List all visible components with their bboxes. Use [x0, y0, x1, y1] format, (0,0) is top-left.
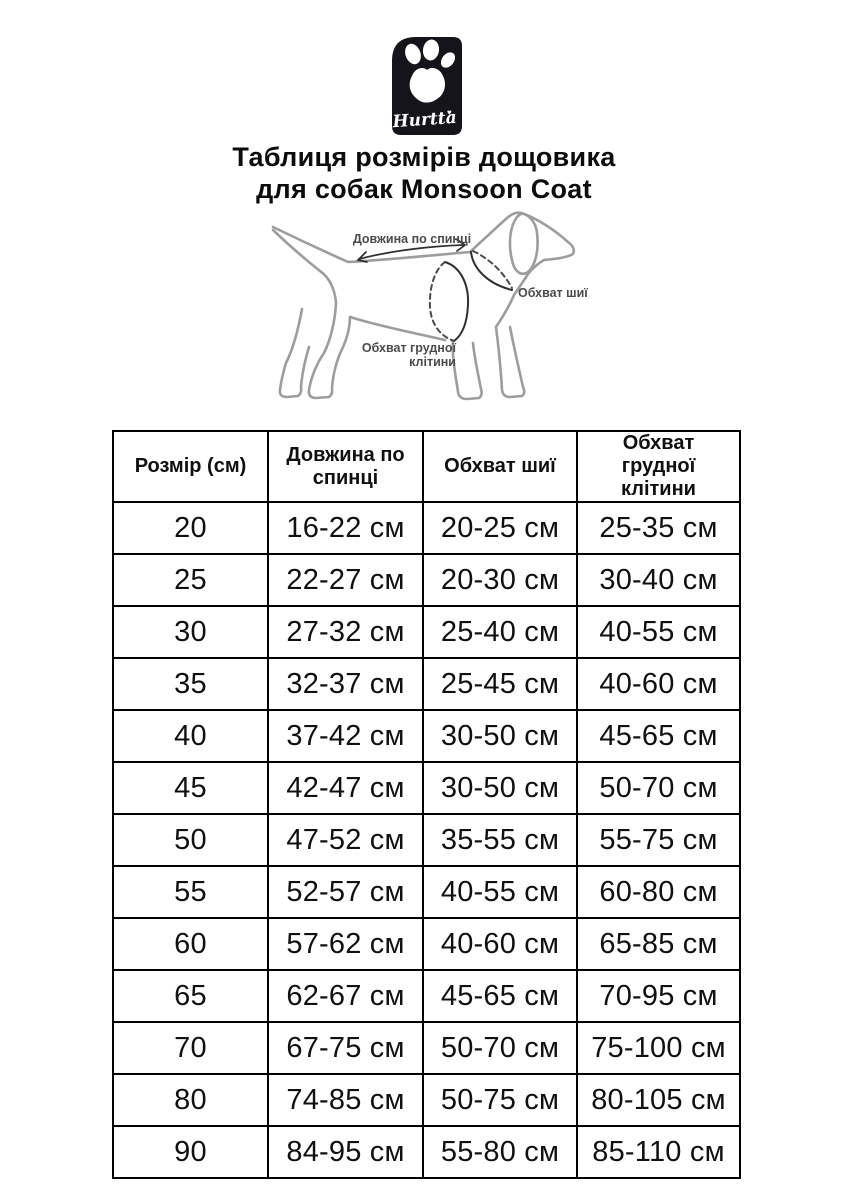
size-cell: 80 [112, 1073, 269, 1127]
size-cell: 90 [112, 1125, 269, 1179]
chest-girth-cell: 70-95 см [576, 969, 741, 1023]
logo-brand-text: Hurtta [392, 108, 457, 132]
back-length-cell: 84-95 см [267, 1125, 424, 1179]
neck-girth-cell: 45-65 см [422, 969, 578, 1023]
size-cell: 20 [112, 501, 269, 555]
neck-girth-cell: 25-45 см [422, 657, 578, 711]
title-line1: Таблиця розмірів дощовика [232, 142, 616, 172]
title-line2: для собак Monsoon Coat [256, 174, 592, 204]
table-row: 45 42-47 см 30-50 см 50-70 см [112, 761, 741, 815]
col-header-back-length: Довжина по спинці [267, 430, 424, 503]
chest-girth-cell: 65-85 см [576, 917, 741, 971]
back-length-cell: 47-52 см [267, 813, 424, 867]
table-header-row: Розмір (см) Довжина по спинці Обхват шиї… [112, 430, 741, 503]
chest-girth-cell: 75-100 см [576, 1021, 741, 1075]
chest-girth-cell: 80-105 см [576, 1073, 741, 1127]
table-row: 35 32-37 см 25-45 см 40-60 см [112, 657, 741, 711]
back-length-cell: 62-67 см [267, 969, 424, 1023]
back-length-cell: 16-22 см [267, 501, 424, 555]
col-header-size: Розмір (см) [112, 430, 269, 503]
chest-girth-cell: 25-35 см [576, 501, 741, 555]
size-cell: 65 [112, 969, 269, 1023]
size-cell: 60 [112, 917, 269, 971]
dog-head-outline [468, 211, 576, 329]
chest-girth-solid-arc [444, 261, 470, 342]
page-title: Таблиця розмірів дощовика для собак Mons… [0, 141, 848, 205]
table-row: 50 47-52 см 35-55 см 55-75 см [112, 813, 741, 867]
size-cell: 50 [112, 813, 269, 867]
neck-girth-cell: 50-70 см [422, 1021, 578, 1075]
size-cell: 25 [112, 553, 269, 607]
table-row: 65 62-67 см 45-65 см 70-95 см [112, 969, 741, 1023]
table-row: 60 57-62 см 40-60 см 65-85 см [112, 917, 741, 971]
back-length-cell: 52-57 см [267, 865, 424, 919]
neck-girth-cell: 30-50 см [422, 761, 578, 815]
chest-girth-cell: 30-40 см [576, 553, 741, 607]
neck-girth-cell: 35-55 см [422, 813, 578, 867]
table-row: 70 67-75 см 50-70 см 75-100 см [112, 1021, 741, 1075]
logo-heart-icon: ♥ [447, 108, 452, 117]
chest-girth-cell: 85-110 см [576, 1125, 741, 1179]
neck-girth-cell: 30-50 см [422, 709, 578, 763]
neck-girth-cell: 20-30 см [422, 553, 578, 607]
chest-girth-label-line1: Обхват грудної [362, 341, 457, 355]
dog-measurement-diagram: Довжина по спинці Обхват шиї Обхват груд… [271, 211, 588, 401]
col-header-neck-girth: Обхват шиї [422, 430, 578, 503]
paw-icon [405, 39, 456, 103]
dog-ear [508, 212, 539, 276]
table-row: 40 37-42 см 30-50 см 45-65 см [112, 709, 741, 763]
back-length-arrow [358, 244, 465, 260]
size-table-body: 20 16-22 см 20-25 см 25-35 см 25 22-27 см 20-3… [112, 501, 741, 1179]
neck-girth-cell: 25-40 см [422, 605, 578, 659]
back-length-cell: 42-47 см [267, 761, 424, 815]
chest-girth-cell: 55-75 см [576, 813, 741, 867]
table-row: 55 52-57 см 40-55 см 60-80 см [112, 865, 741, 919]
neck-girth-cell: 50-75 см [422, 1073, 578, 1127]
neck-girth-cell: 55-80 см [422, 1125, 578, 1179]
chest-girth-label-line2: клітини [409, 355, 456, 369]
dog-rear-leg-near [307, 301, 352, 400]
neck-girth-label: Обхват шиї [518, 286, 588, 300]
dog-belly-line [348, 315, 447, 342]
chest-girth-cell: 40-55 см [576, 605, 741, 659]
size-cell: 70 [112, 1021, 269, 1075]
neck-girth-cell: 20-25 см [422, 501, 578, 555]
size-cell: 30 [112, 605, 269, 659]
back-length-cell: 32-37 см [267, 657, 424, 711]
table-row: 90 84-95 см 55-80 см 85-110 см [112, 1125, 741, 1179]
col-header-chest-girth: Обхват грудної клітини [576, 430, 741, 503]
back-length-label: Довжина по спинці [353, 232, 471, 246]
dog-front-leg-near [451, 339, 483, 401]
chest-girth-cell: 45-65 см [576, 709, 741, 763]
table-row: 80 74-85 см 50-75 см 80-105 см [112, 1073, 741, 1127]
neck-girth-cell: 40-55 см [422, 865, 578, 919]
size-cell: 45 [112, 761, 269, 815]
size-cell: 35 [112, 657, 269, 711]
chest-girth-cell: 50-70 см [576, 761, 741, 815]
size-cell: 55 [112, 865, 269, 919]
table-row: 20 16-22 см 20-25 см 25-35 см [112, 501, 741, 555]
hurtta-logo: Hurtta ♥ [392, 37, 462, 135]
table-row: 30 27-32 см 25-40 см 40-55 см [112, 605, 741, 659]
back-length-cell: 22-27 см [267, 553, 424, 607]
table-row: 25 22-27 см 20-30 см 30-40 см [112, 553, 741, 607]
back-length-cell: 67-75 см [267, 1021, 424, 1075]
back-length-cell: 37-42 см [267, 709, 424, 763]
size-cell: 40 [112, 709, 269, 763]
chest-girth-dashed-arc [428, 261, 455, 342]
dog-tail-back-outline [271, 225, 472, 264]
back-length-cell: 74-85 см [267, 1073, 424, 1127]
dog-rear-leg-far [278, 307, 311, 399]
size-table: Розмір (см) Довжина по спинці Обхват шиї… [112, 430, 741, 1179]
dog-front-leg-far [494, 325, 526, 399]
neck-girth-solid-arc [470, 251, 513, 291]
neck-girth-cell: 40-60 см [422, 917, 578, 971]
back-length-cell: 27-32 см [267, 605, 424, 659]
neck-girth-dashed-arc [472, 250, 513, 289]
back-length-cell: 57-62 см [267, 917, 424, 971]
chest-girth-cell: 40-60 см [576, 657, 741, 711]
chest-girth-cell: 60-80 см [576, 865, 741, 919]
